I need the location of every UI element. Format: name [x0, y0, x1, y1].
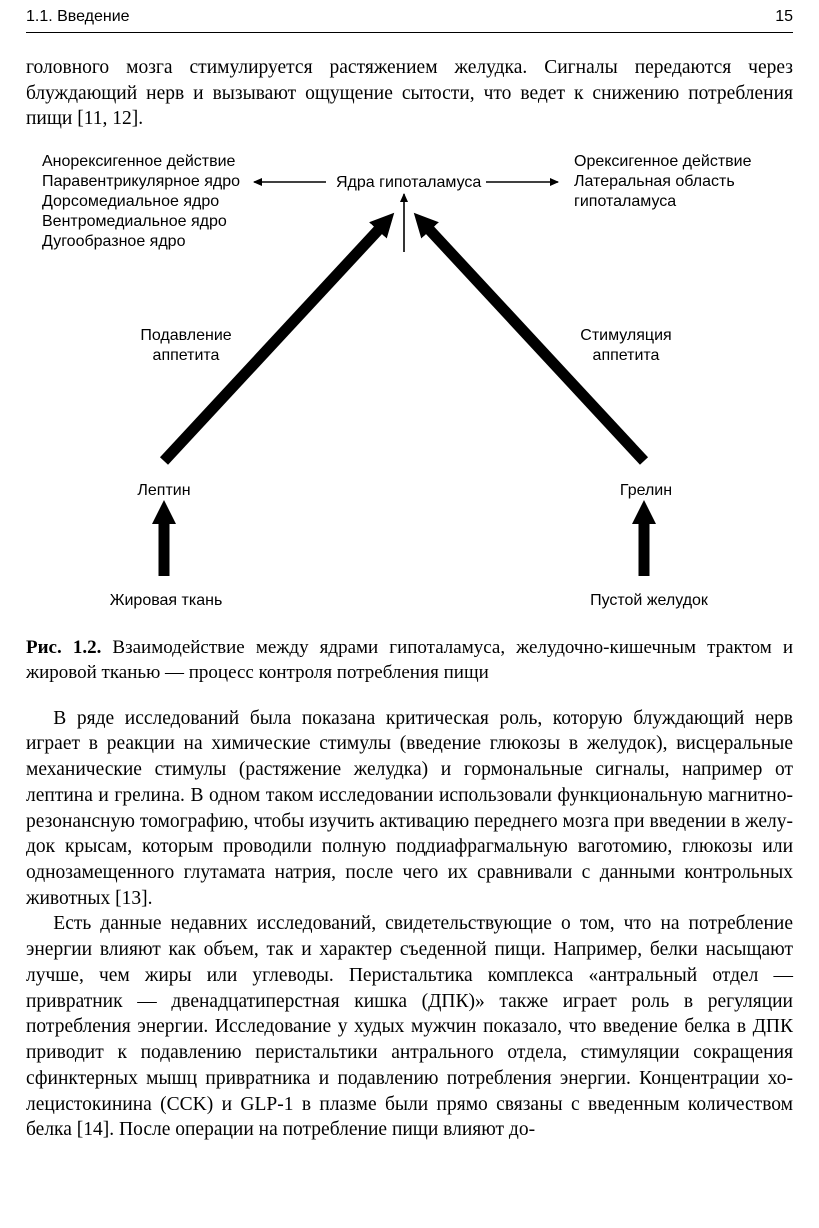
- fig-left-l1: Паравентрикулярное ядро: [42, 172, 240, 192]
- paragraph-1: головного мозга стимулируется растяжение…: [26, 55, 793, 132]
- fig-leptin: Лептин: [124, 481, 204, 501]
- fig-left-title: Анорексигенное действие: [42, 152, 240, 172]
- fig-left-l2: Дорсомедиальное ядро: [42, 192, 240, 212]
- running-header: 1.1. Введение 15: [26, 0, 793, 33]
- fig-right-l1: Латеральная область: [574, 172, 784, 192]
- fig-stomach: Пустой желудок: [574, 591, 724, 611]
- figure-1-2: Анорексигенное действие Паравентрикулярн…: [26, 146, 793, 626]
- body-text-2: В ряде исследований была показана критич…: [26, 706, 793, 1143]
- section-label: 1.1. Введение: [26, 8, 130, 26]
- fig-right-title: Орексигенное действие: [574, 152, 784, 172]
- fig-left-block: Анорексигенное действие Паравентрикулярн…: [42, 152, 240, 252]
- figure-caption-label: Рис. 1.2.: [26, 637, 101, 658]
- body-text: головного мозга стимулируется растяжение…: [26, 55, 793, 132]
- fig-left-mid: Подавление аппетита: [126, 326, 246, 366]
- fig-right-l2: гипоталамуса: [574, 192, 784, 212]
- fig-center-top: Ядра гипоталамуса: [336, 173, 476, 193]
- fig-ghrelin: Грелин: [606, 481, 686, 501]
- fig-right-mid: Стимуляция аппетита: [566, 326, 686, 366]
- fig-right-block: Орексигенное действие Латеральная област…: [574, 152, 784, 212]
- paragraph-2: В ряде исследований была показана критич…: [26, 706, 793, 912]
- figure-caption-text: Взаимодействие между ядрами гипоталамуса…: [26, 637, 793, 683]
- paragraph-3: Есть данные недавних исследований, свиде…: [26, 911, 793, 1143]
- figure-caption: Рис. 1.2. Взаимодействие между ядрами ги…: [26, 636, 793, 685]
- page-number: 15: [775, 8, 793, 26]
- fig-fat: Жировая ткань: [96, 591, 236, 611]
- fig-left-l4: Дугообразное ядро: [42, 232, 240, 252]
- fig-left-l3: Вентромедиальное ядро: [42, 212, 240, 232]
